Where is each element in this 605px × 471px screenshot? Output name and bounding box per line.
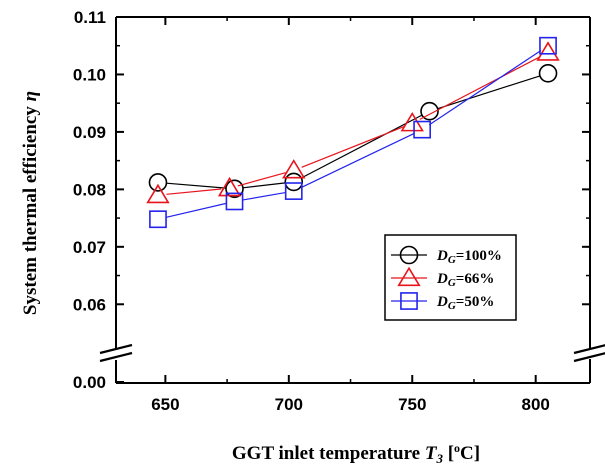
axis-break-mask-right [574, 349, 605, 359]
series-line-segment [166, 202, 227, 218]
legend-label: DG=100% [436, 248, 502, 266]
data-point-square [225, 192, 244, 211]
y-tick-label: 0.08 [73, 180, 106, 199]
x-tick-label: 750 [398, 395, 426, 414]
legend-label-var: D [436, 248, 448, 264]
series-line-segment [242, 191, 286, 201]
data-point-triangle [536, 41, 560, 61]
x-axis-title-unit-sup: o [454, 441, 460, 455]
y-tick-label: 0.00 [73, 373, 106, 392]
axis-break-mark-left [99, 343, 133, 355]
series-line-segment [237, 172, 286, 187]
x-axis-title: GGT inlet temperature T3 [oC] [232, 441, 480, 466]
series-line-segment [242, 182, 286, 189]
axis-break-mask-left [100, 349, 132, 359]
legend-label-sub: G [448, 277, 456, 289]
series-line-segment [419, 56, 541, 120]
x-tick-label: 650 [151, 395, 179, 414]
data-point-square [149, 210, 167, 229]
series-line-segment [301, 125, 405, 168]
y-axis-title-text: System thermal efficiency [20, 101, 41, 315]
y-tick-label: 0.10 [73, 65, 106, 84]
series-line-segment [428, 49, 542, 126]
series-square [149, 36, 557, 229]
legend-label-rest: =66% [456, 271, 495, 287]
legend-label-sub: G [448, 254, 456, 266]
data-point-triangle [146, 183, 170, 204]
legend: DG=100%DG=66%DG=50% [384, 234, 517, 321]
axis-break-mark-right [573, 352, 605, 363]
legend-label-var: D [436, 294, 448, 310]
legend-label-rest: =50% [456, 294, 495, 310]
series-line-segment [166, 188, 222, 195]
axis-break-mark-left [99, 351, 133, 363]
x-axis-title-var: T [425, 443, 438, 464]
x-tick-label: 800 [522, 395, 550, 414]
data-point-circle [420, 101, 439, 121]
legend-label-sub: G [448, 300, 456, 312]
y-tick-label: 0.09 [73, 123, 106, 142]
legend-marker-square [400, 292, 418, 310]
series-line-segment [301, 132, 415, 188]
y-axis-title: System thermal efficiency η [20, 91, 41, 315]
series-line-segment [301, 114, 423, 179]
legend-label: DG=66% [436, 271, 494, 289]
legend-item: DG=100% [391, 245, 502, 266]
legend-item: DG=50% [391, 292, 494, 312]
x-axis-title-sub: 3 [435, 451, 443, 466]
x-tick-label: 700 [275, 395, 303, 414]
y-tick-label: 0.06 [73, 295, 106, 314]
data-point-square [284, 182, 303, 200]
legend-marker-triangle [397, 266, 421, 287]
legend-marker-circle [399, 245, 419, 265]
data-point-circle [284, 172, 304, 192]
data-point-triangle [217, 176, 242, 197]
series-triangle [146, 41, 560, 204]
axis-break-mark-right [573, 344, 605, 355]
x-axis-title-unit-close: C] [460, 443, 480, 464]
data-point-circle [225, 179, 244, 199]
x-axis-title-unit-open: [ [443, 443, 454, 464]
plot-area: 650 700 750 800 0.06 0.07 0.08 0.09 0.10 0.11 0.00… [73, 8, 605, 414]
data-point-triangle [282, 159, 306, 179]
series-line-segment [437, 75, 541, 110]
series-line-segment [166, 182, 227, 189]
x-axis-title-text: GGT inlet temperature [232, 443, 425, 464]
legend-label-var: D [436, 271, 448, 287]
series-circle [148, 64, 558, 199]
data-point-square [539, 36, 557, 55]
data-point-circle [148, 173, 168, 192]
legend-label: DG=50% [436, 294, 494, 312]
legend-label-rest: =100% [456, 248, 502, 264]
y-tick-label: 0.07 [73, 238, 106, 257]
y-tick-label: 0.11 [74, 8, 106, 27]
y-axis-title-var: η [20, 91, 41, 101]
legend-item: DG=66% [391, 266, 494, 289]
data-point-circle [538, 64, 558, 83]
data-point-square [413, 120, 431, 139]
